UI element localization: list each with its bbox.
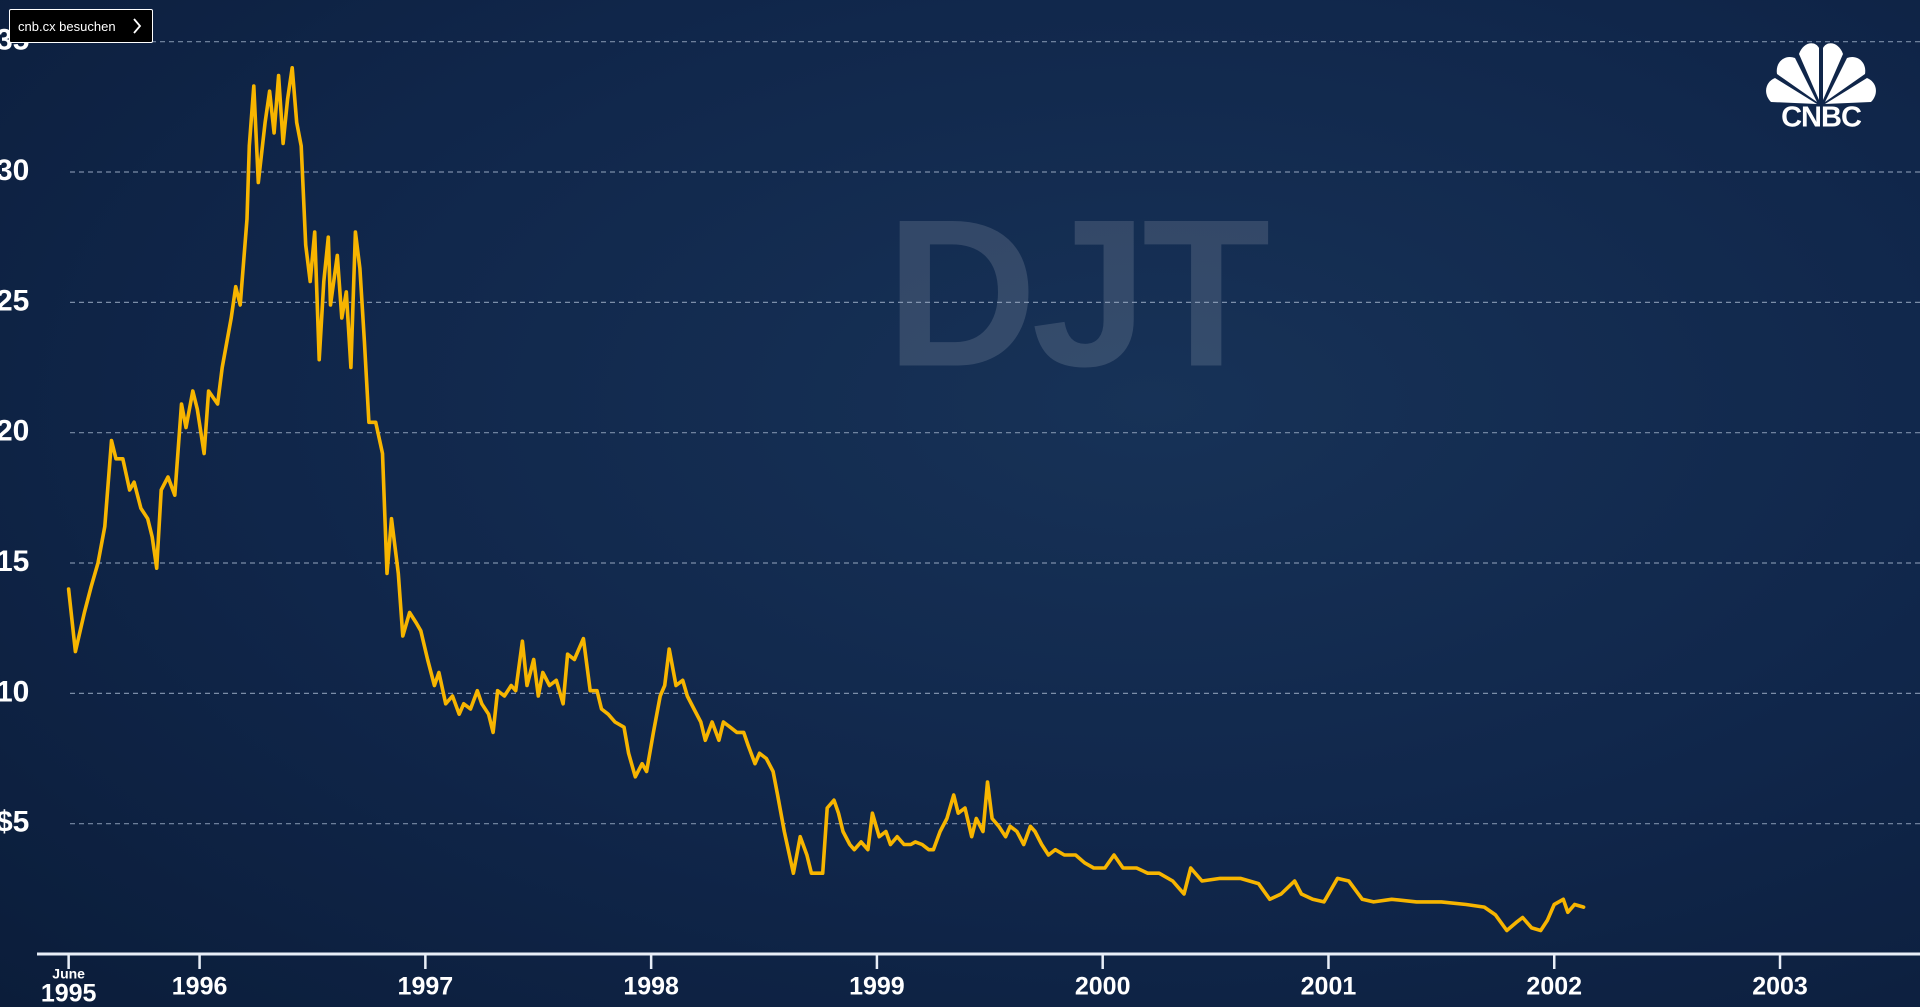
y-tick-label: 20 bbox=[0, 415, 29, 448]
x-tick-label: 1997 bbox=[398, 973, 454, 1001]
y-tick-label: 25 bbox=[0, 284, 29, 317]
link-button[interactable]: cnb.cx besuchen bbox=[9, 9, 153, 43]
x-tick-label: 1999 bbox=[849, 973, 905, 1001]
y-tick-label: 10 bbox=[0, 675, 29, 708]
x-tick-label: 1995 bbox=[41, 980, 97, 1007]
logo-text: CNBC bbox=[1781, 102, 1862, 134]
x-tick-label: 1998 bbox=[623, 973, 679, 1001]
x-tick-note: June bbox=[52, 966, 85, 982]
y-tick-label: $5 bbox=[0, 806, 29, 839]
x-tick-label: 1996 bbox=[172, 973, 228, 1001]
link-button-label[interactable]: cnb.cx besuchen bbox=[18, 18, 116, 34]
price-line bbox=[66, 66, 1586, 933]
cnbc-logo: CNBC bbox=[1766, 43, 1876, 134]
x-tick-label: 2000 bbox=[1075, 973, 1131, 1001]
y-tick-label: 30 bbox=[0, 154, 29, 187]
x-tick-label: 2002 bbox=[1526, 973, 1582, 1001]
watermark: DJT bbox=[886, 175, 1269, 410]
y-tick-label: 15 bbox=[0, 545, 29, 578]
chevron-icon bbox=[133, 18, 142, 34]
x-tick-label: 2003 bbox=[1752, 973, 1808, 1001]
x-tick-label: 2001 bbox=[1301, 973, 1357, 1001]
